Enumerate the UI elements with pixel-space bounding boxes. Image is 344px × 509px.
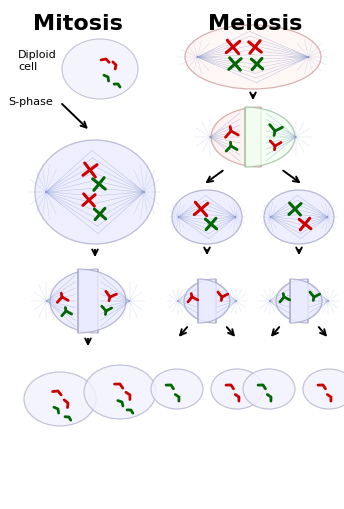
- Polygon shape: [245, 108, 295, 167]
- Ellipse shape: [303, 369, 344, 409]
- Ellipse shape: [84, 365, 156, 419]
- Ellipse shape: [172, 191, 242, 244]
- Polygon shape: [50, 269, 98, 333]
- Ellipse shape: [264, 191, 334, 244]
- Ellipse shape: [35, 140, 155, 244]
- Text: Mitosis: Mitosis: [33, 14, 123, 34]
- Ellipse shape: [24, 372, 96, 426]
- Polygon shape: [198, 279, 230, 323]
- Ellipse shape: [211, 369, 263, 409]
- Polygon shape: [184, 279, 216, 323]
- Ellipse shape: [151, 369, 203, 409]
- Polygon shape: [78, 269, 126, 333]
- Text: S-phase: S-phase: [8, 97, 53, 107]
- Ellipse shape: [243, 369, 295, 409]
- Text: Diploid
cell: Diploid cell: [18, 50, 57, 71]
- Polygon shape: [211, 108, 261, 167]
- Ellipse shape: [62, 40, 138, 100]
- Polygon shape: [276, 279, 308, 323]
- Ellipse shape: [185, 26, 321, 90]
- Polygon shape: [290, 279, 322, 323]
- Text: Meiosis: Meiosis: [208, 14, 302, 34]
